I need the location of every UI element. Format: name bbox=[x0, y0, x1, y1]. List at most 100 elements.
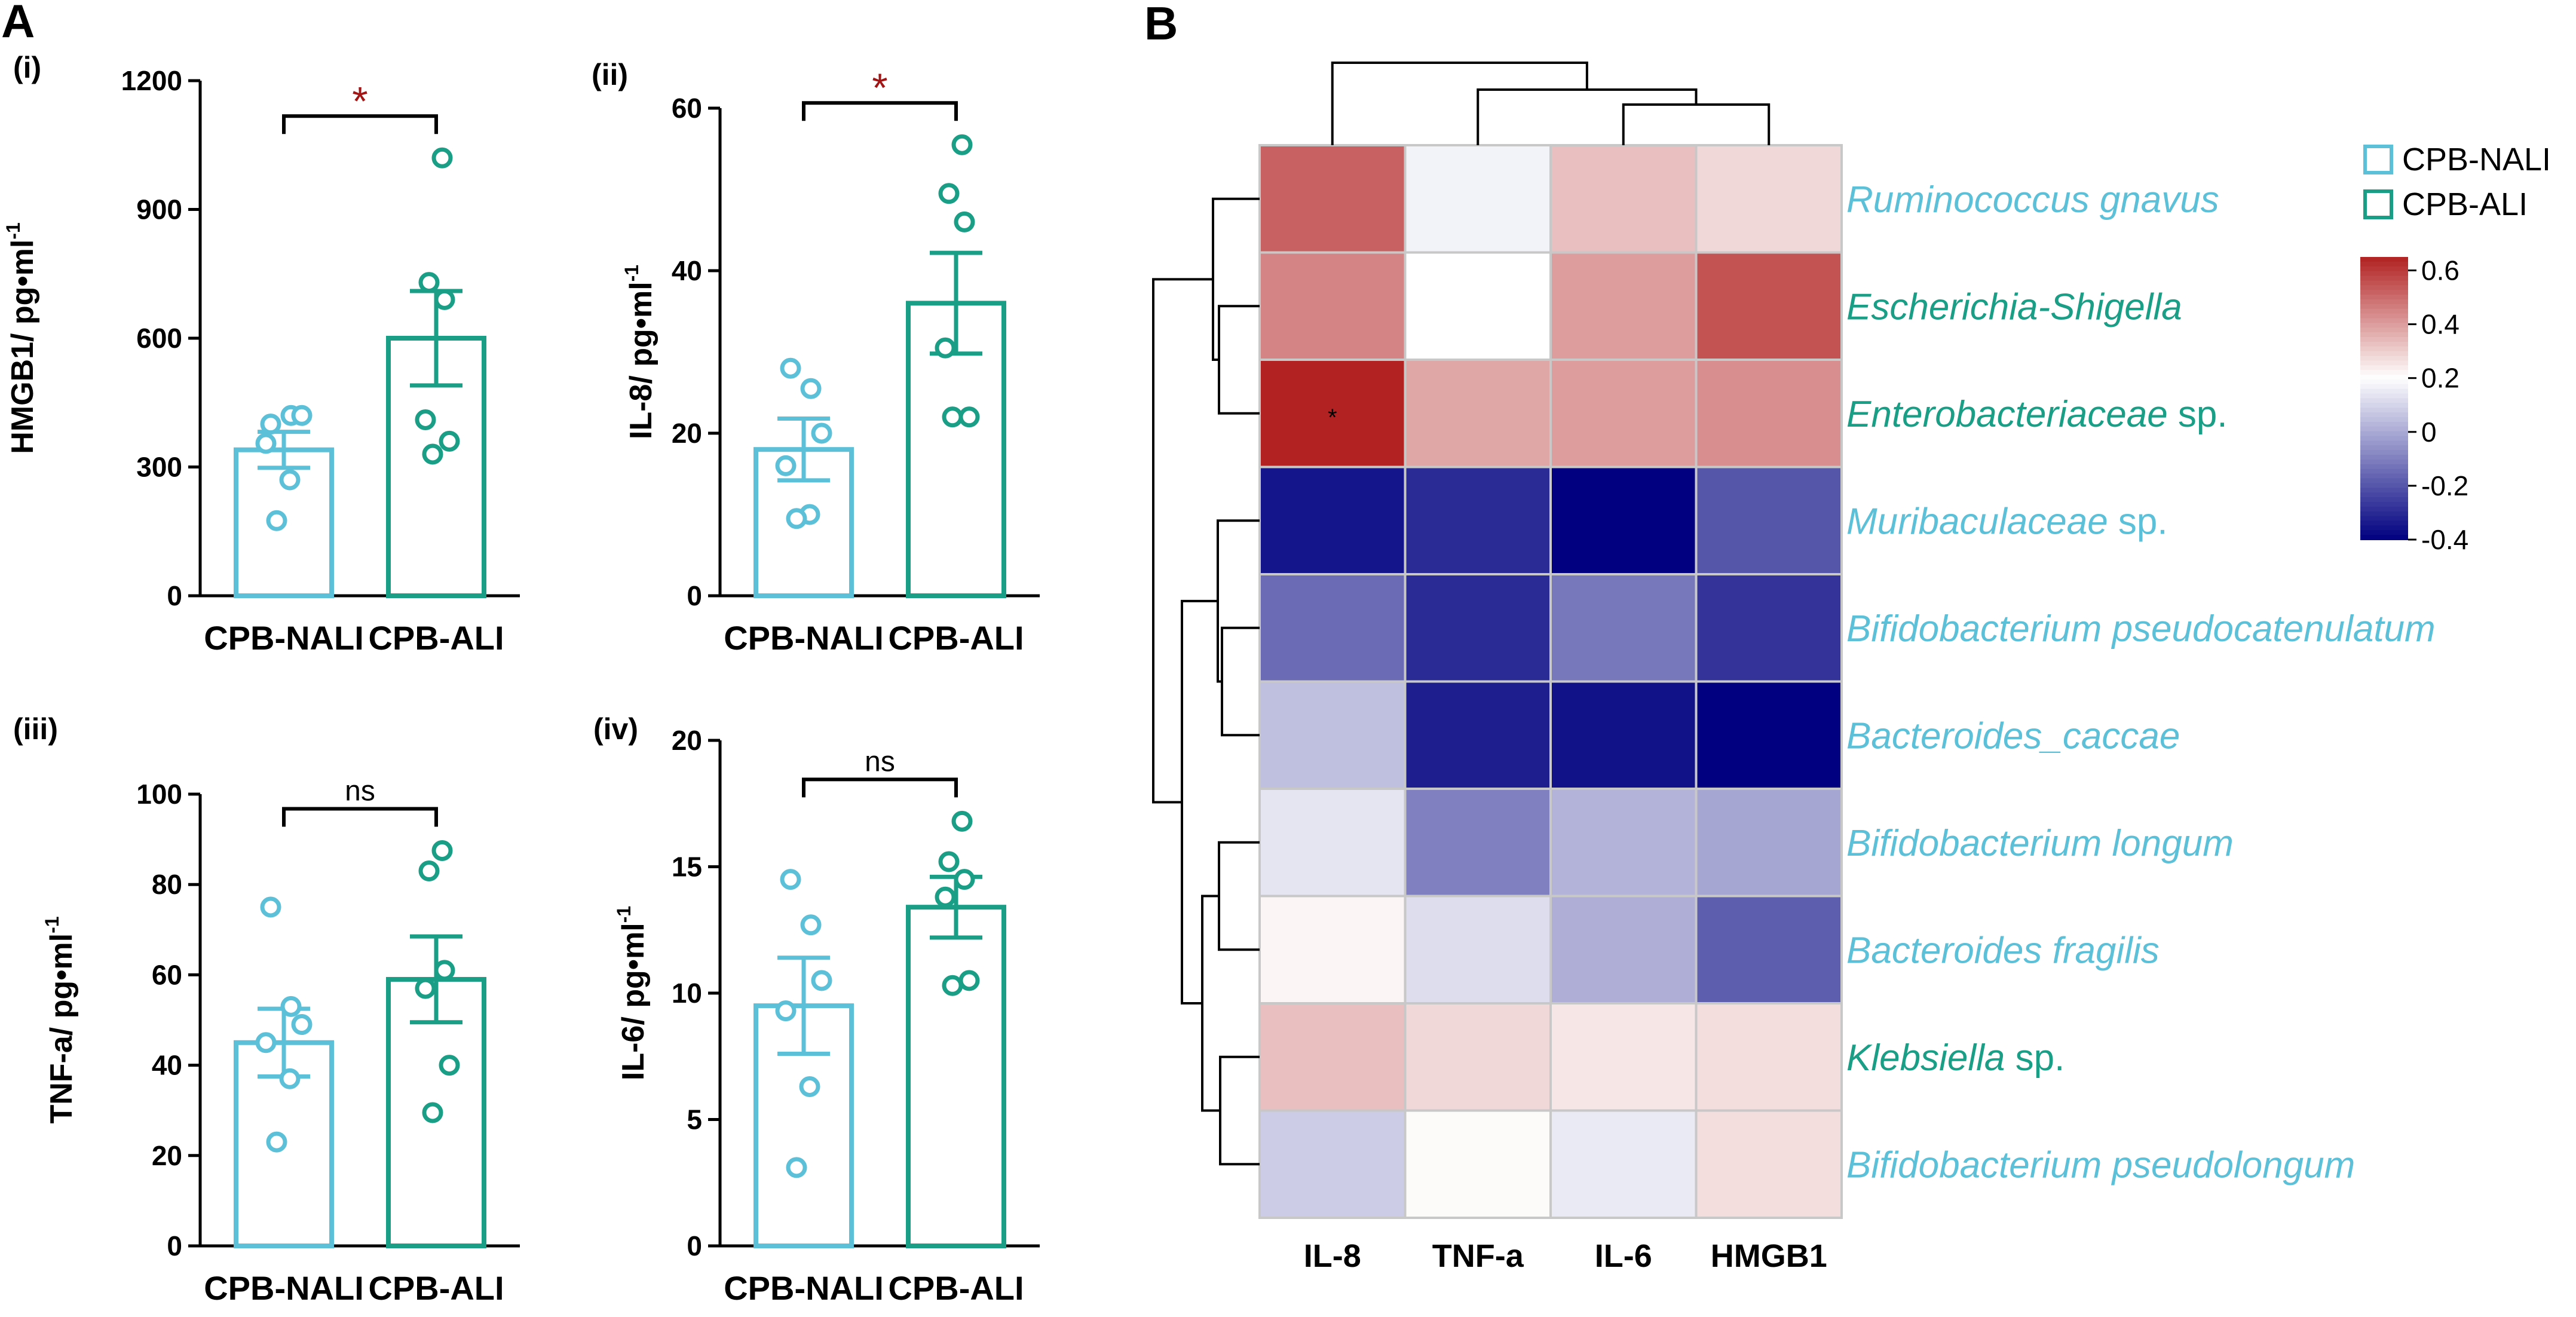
dendrogram-branch bbox=[1622, 103, 1771, 145]
y-tick-label: 20 bbox=[152, 1140, 182, 1171]
colorbar-segment bbox=[2360, 257, 2408, 262]
data-point bbox=[422, 1102, 443, 1123]
y-tick-label: 40 bbox=[672, 255, 702, 286]
bar-chart-1: (i) 0 300 600 900 1200 HMGB1/ pg•ml-1 CPB-NALI C… bbox=[2, 51, 520, 657]
heatmap-cell bbox=[1549, 895, 1698, 1004]
heatmap-row-label: Klebsiella sp. bbox=[1846, 1037, 2065, 1079]
colorbar-tick-label: 0.6 bbox=[2421, 255, 2459, 286]
data-point bbox=[439, 1055, 460, 1076]
bar-chart-2: (ii) 0 20 40 60 IL-8/ pg•ml-1 CPB-NALI CPB-ALI * bbox=[592, 58, 1040, 657]
heatmap-row-label: Muribaculaceae sp. bbox=[1846, 501, 2168, 542]
colorbar-segment bbox=[2360, 408, 2408, 414]
heatmap-cell bbox=[1404, 251, 1552, 361]
heatmap-cell bbox=[1549, 251, 1698, 361]
colorbar-segment bbox=[2360, 464, 2408, 470]
row-label-name: Muribaculaceae bbox=[1846, 501, 2108, 542]
row-label-name: Bifidobacterium pseudocatenulatum bbox=[1846, 608, 2436, 650]
heatmap-cell bbox=[1549, 573, 1698, 683]
heatmap-row-label: Bacteroides_caccae bbox=[1846, 715, 2180, 756]
colorbar-tick-label: -0.2 bbox=[2421, 470, 2468, 501]
colorbar-segment bbox=[2360, 412, 2408, 418]
row-label-suffix: sp. bbox=[2108, 501, 2168, 542]
heatmap-cell bbox=[1404, 788, 1552, 898]
colorbar-segment bbox=[2360, 379, 2408, 385]
colorbar-segment bbox=[2360, 445, 2408, 451]
heatmap-cell bbox=[1695, 573, 1843, 683]
heatmap-cell bbox=[1404, 895, 1552, 1004]
colorbar-segment bbox=[2360, 375, 2408, 380]
category-label: CPB-ALI bbox=[368, 1269, 504, 1307]
heatmap-cell bbox=[1549, 144, 1698, 254]
data-point bbox=[786, 508, 807, 529]
colorbar-segment bbox=[2360, 468, 2408, 474]
colorbar-segment bbox=[2360, 417, 2408, 422]
heatmap-cell bbox=[1695, 1002, 1843, 1112]
data-point bbox=[260, 896, 281, 918]
heatmap-cell bbox=[1404, 144, 1552, 254]
colorbar-segment bbox=[2360, 506, 2408, 512]
data-point bbox=[951, 810, 973, 832]
y-tick-label: 10 bbox=[672, 978, 702, 1009]
colorbar-segment bbox=[2360, 516, 2408, 522]
significance-marker: ns bbox=[865, 746, 895, 777]
colorbar-segment bbox=[2360, 388, 2408, 394]
colorbar-segment bbox=[2360, 455, 2408, 460]
heatmap-row-label: Escherichia-Shigella bbox=[1846, 286, 2182, 327]
y-tick-label: 5 bbox=[687, 1104, 702, 1135]
data-point bbox=[279, 1068, 301, 1089]
colorbar-segment bbox=[2360, 290, 2408, 296]
data-point bbox=[418, 860, 440, 882]
data-point bbox=[279, 469, 301, 491]
column-dendrogram bbox=[1331, 62, 1771, 145]
colorbar-segment bbox=[2360, 318, 2408, 324]
data-point bbox=[775, 1000, 797, 1022]
heatmap-column-label: TNF-a bbox=[1432, 1238, 1524, 1274]
row-label-name: Bacteroides_caccae bbox=[1846, 715, 2180, 756]
y-axis-label: IL-6/ pg•ml-1 bbox=[613, 906, 651, 1080]
colorbar-tick-label: 0.2 bbox=[2421, 363, 2459, 394]
heatmap-cell bbox=[1549, 680, 1698, 790]
y-tick-label: 15 bbox=[672, 852, 702, 883]
data-point bbox=[799, 1076, 820, 1098]
legend-swatch bbox=[2363, 145, 2393, 174]
data-point bbox=[439, 430, 460, 452]
y-tick-label: 900 bbox=[136, 194, 182, 225]
category-label: CPB-NALI bbox=[204, 619, 364, 657]
colorbar-segment bbox=[2360, 525, 2408, 531]
heatmap-cell bbox=[1695, 1109, 1843, 1219]
data-point bbox=[958, 970, 980, 991]
significance-bracket bbox=[282, 114, 438, 134]
row-dendrogram bbox=[1152, 197, 1260, 1166]
category-label: CPB-NALI bbox=[724, 1269, 884, 1307]
colorbar-segment bbox=[2360, 271, 2408, 277]
significance-bracket bbox=[282, 807, 438, 827]
data-point bbox=[800, 914, 822, 936]
colorbar-segment bbox=[2360, 520, 2408, 526]
y-axis-label: TNF-a/ pg•ml-1 bbox=[41, 916, 79, 1123]
data-point bbox=[434, 960, 455, 981]
heatmap-column-label: IL-6 bbox=[1595, 1238, 1652, 1274]
significance-bracket bbox=[802, 101, 958, 121]
heatmap-row-label: Bifidobacterium pseudolongum bbox=[1846, 1144, 2355, 1186]
y-tick-label: 60 bbox=[152, 959, 182, 990]
legend-label: CPB-NALI bbox=[2402, 142, 2551, 177]
y-tick-label: 80 bbox=[152, 869, 182, 900]
heatmap-cell bbox=[1258, 680, 1407, 790]
colorbar-segment bbox=[2360, 275, 2408, 281]
heatmap-cell bbox=[1258, 465, 1407, 575]
row-label-name: Escherichia-Shigella bbox=[1846, 286, 2182, 327]
colorbar-segment bbox=[2360, 313, 2408, 319]
heatmap-cell bbox=[1695, 788, 1843, 898]
colorbar: 0.6 0.4 0.2 0 -0.2 -0.4 bbox=[2360, 255, 2468, 555]
dendrogram-branch bbox=[1218, 305, 1260, 415]
colorbar-segment bbox=[2360, 488, 2408, 494]
y-axis-label-superscript: -1 bbox=[621, 265, 642, 281]
panel-sublabel: (iv) bbox=[593, 712, 638, 746]
heatmap-cell bbox=[1404, 1002, 1552, 1112]
colorbar-segment bbox=[2360, 346, 2408, 352]
panel-sublabel: (i) bbox=[13, 51, 41, 84]
data-point bbox=[938, 851, 960, 872]
heatmap-cell bbox=[1549, 788, 1698, 898]
colorbar-segment bbox=[2360, 431, 2408, 437]
category-label: CPB-ALI bbox=[368, 619, 504, 657]
